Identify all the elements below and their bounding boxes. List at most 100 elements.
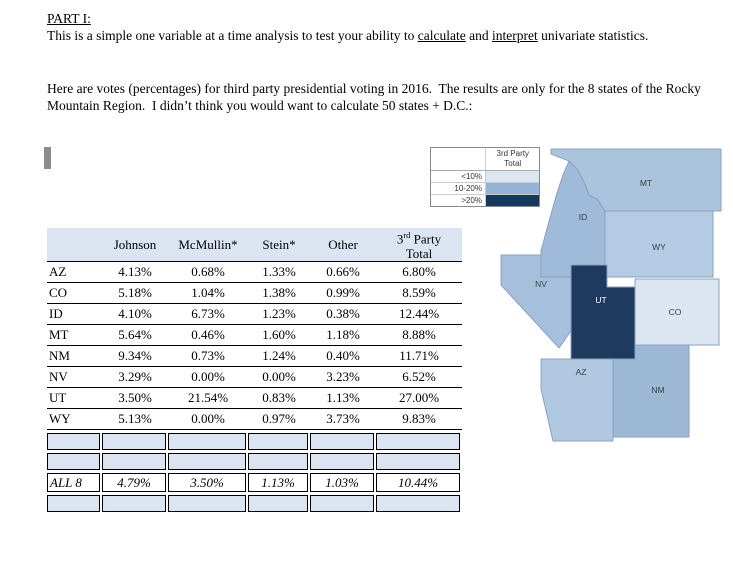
state-cell: UT bbox=[47, 388, 102, 409]
header-cell-third-party-total: 3rd Party Total bbox=[376, 228, 462, 262]
value-cell: 1.60% bbox=[248, 325, 310, 346]
legend-title: 3rd Party Total bbox=[496, 149, 529, 168]
summary-row: ALL 8 4.79% 3.50% 1.13% 1.03% 10.44% bbox=[47, 473, 462, 492]
legend-swatch bbox=[486, 195, 539, 206]
value-cell: 9.83% bbox=[376, 409, 462, 430]
legend-item: <10% bbox=[431, 171, 539, 183]
map-container: NV MT ID WY CO NM AZ UT bbox=[483, 145, 733, 445]
legend-label: 10-20% bbox=[431, 183, 486, 194]
blank-cell bbox=[47, 433, 100, 450]
value-cell: 4.13% bbox=[102, 262, 168, 283]
value-cell: 1.13% bbox=[310, 388, 376, 409]
value-cell: 5.64% bbox=[102, 325, 168, 346]
summary-value-cell: 3.50% bbox=[168, 473, 246, 492]
value-cell: 8.88% bbox=[376, 325, 462, 346]
value-cell: 6.73% bbox=[168, 304, 248, 325]
value-cell: 5.13% bbox=[102, 409, 168, 430]
blank-cell bbox=[310, 433, 374, 450]
state-label-MT: MT bbox=[640, 178, 652, 188]
value-cell: 0.00% bbox=[168, 367, 248, 388]
state-shape-UT bbox=[570, 264, 636, 360]
blank-cell bbox=[47, 453, 100, 470]
table-data-rows: AZ 4.13% 0.68% 1.33% 0.66% 6.80% CO 5.18% 1.04% 1… bbox=[47, 262, 462, 512]
state-cell: NM bbox=[47, 346, 102, 367]
state-cell: ID bbox=[47, 304, 102, 325]
value-cell: 1.38% bbox=[248, 283, 310, 304]
blank-cell bbox=[168, 495, 246, 512]
intro-text: univariate statistics. bbox=[537, 28, 649, 43]
state-cell: NV bbox=[47, 367, 102, 388]
table-row: MT 5.64% 0.46% 1.60% 1.18% 8.88% bbox=[47, 325, 462, 346]
header-cell-johnson: Johnson bbox=[102, 228, 168, 262]
value-cell: 1.18% bbox=[310, 325, 376, 346]
value-cell: 12.44% bbox=[376, 304, 462, 325]
value-cell: 0.83% bbox=[248, 388, 310, 409]
state-shape-WY bbox=[604, 210, 714, 278]
blank-cell bbox=[248, 495, 308, 512]
state-cell: AZ bbox=[47, 262, 102, 283]
state-label-ID: ID bbox=[579, 212, 588, 222]
blank-cell bbox=[310, 453, 374, 470]
votes-table: Johnson McMullin* Stein* Other 3rd Party… bbox=[47, 228, 462, 512]
blank-cell bbox=[168, 453, 246, 470]
value-cell: 3.23% bbox=[310, 367, 376, 388]
blank-row bbox=[47, 495, 462, 512]
value-cell: 1.04% bbox=[168, 283, 248, 304]
summary-value-cell: 1.03% bbox=[310, 473, 374, 492]
summary-value-cell: 1.13% bbox=[248, 473, 308, 492]
table-header-row: Johnson McMullin* Stein* Other 3rd Party… bbox=[47, 228, 462, 262]
value-cell: 27.00% bbox=[376, 388, 462, 409]
legend-header: 3rd Party Total bbox=[431, 148, 539, 171]
value-cell: 0.40% bbox=[310, 346, 376, 367]
value-cell: 1.23% bbox=[248, 304, 310, 325]
table-row: ID 4.10% 6.73% 1.23% 0.38% 12.44% bbox=[47, 304, 462, 325]
table-row: WY 5.13% 0.00% 0.97% 3.73% 9.83% bbox=[47, 409, 462, 430]
summary-value-cell: 4.79% bbox=[102, 473, 166, 492]
blank-cell bbox=[310, 495, 374, 512]
value-cell: 0.00% bbox=[248, 367, 310, 388]
value-cell: 0.99% bbox=[310, 283, 376, 304]
legend-header-spacer bbox=[431, 148, 487, 170]
legend-item: 10-20% bbox=[431, 183, 539, 195]
value-cell: 3.73% bbox=[310, 409, 376, 430]
value-cell: 0.66% bbox=[310, 262, 376, 283]
object-anchor-marker bbox=[44, 147, 51, 169]
intro-text: This is a simple one variable at a time … bbox=[47, 28, 418, 43]
table-row: NM 9.34% 0.73% 1.24% 0.40% 11.71% bbox=[47, 346, 462, 367]
state-cell: WY bbox=[47, 409, 102, 430]
part-title: PART I: bbox=[47, 11, 91, 26]
state-label-UT: UT bbox=[595, 295, 606, 305]
blank-row bbox=[47, 433, 462, 450]
legend-swatch bbox=[486, 171, 539, 182]
prompt-paragraph: Here are votes (percentages) for third p… bbox=[47, 81, 705, 113]
header-cell-other: Other bbox=[310, 228, 376, 262]
table-row: UT 3.50% 21.54% 0.83% 1.13% 27.00% bbox=[47, 388, 462, 409]
blank-cell bbox=[376, 433, 460, 450]
legend-item: >20% bbox=[431, 195, 539, 206]
summary-label-cell: ALL 8 bbox=[47, 473, 100, 492]
intro-text: and bbox=[465, 28, 493, 43]
value-cell: 3.50% bbox=[102, 388, 168, 409]
header-cell-mcmullin: McMullin* bbox=[168, 228, 248, 262]
blank-cell bbox=[376, 495, 460, 512]
value-cell: 0.46% bbox=[168, 325, 248, 346]
value-cell: 0.97% bbox=[248, 409, 310, 430]
state-label-NM: NM bbox=[651, 385, 664, 395]
state-cell: MT bbox=[47, 325, 102, 346]
intro-block: PART I: This is a simple one variable at… bbox=[47, 10, 712, 44]
state-label-CO: CO bbox=[669, 307, 682, 317]
value-cell: 11.71% bbox=[376, 346, 462, 367]
value-cell: 6.52% bbox=[376, 367, 462, 388]
value-cell: 3.29% bbox=[102, 367, 168, 388]
blank-cell bbox=[102, 453, 166, 470]
summary-value-cell: 10.44% bbox=[376, 473, 460, 492]
region-map: NV MT ID WY CO NM AZ UT bbox=[500, 148, 722, 442]
intro-paragraph: This is a simple one variable at a time … bbox=[47, 27, 712, 44]
blank-cell bbox=[168, 433, 246, 450]
legend-label: >20% bbox=[431, 195, 486, 206]
value-cell: 1.33% bbox=[248, 262, 310, 283]
value-cell: 5.18% bbox=[102, 283, 168, 304]
value-cell: 0.73% bbox=[168, 346, 248, 367]
value-cell: 0.00% bbox=[168, 409, 248, 430]
